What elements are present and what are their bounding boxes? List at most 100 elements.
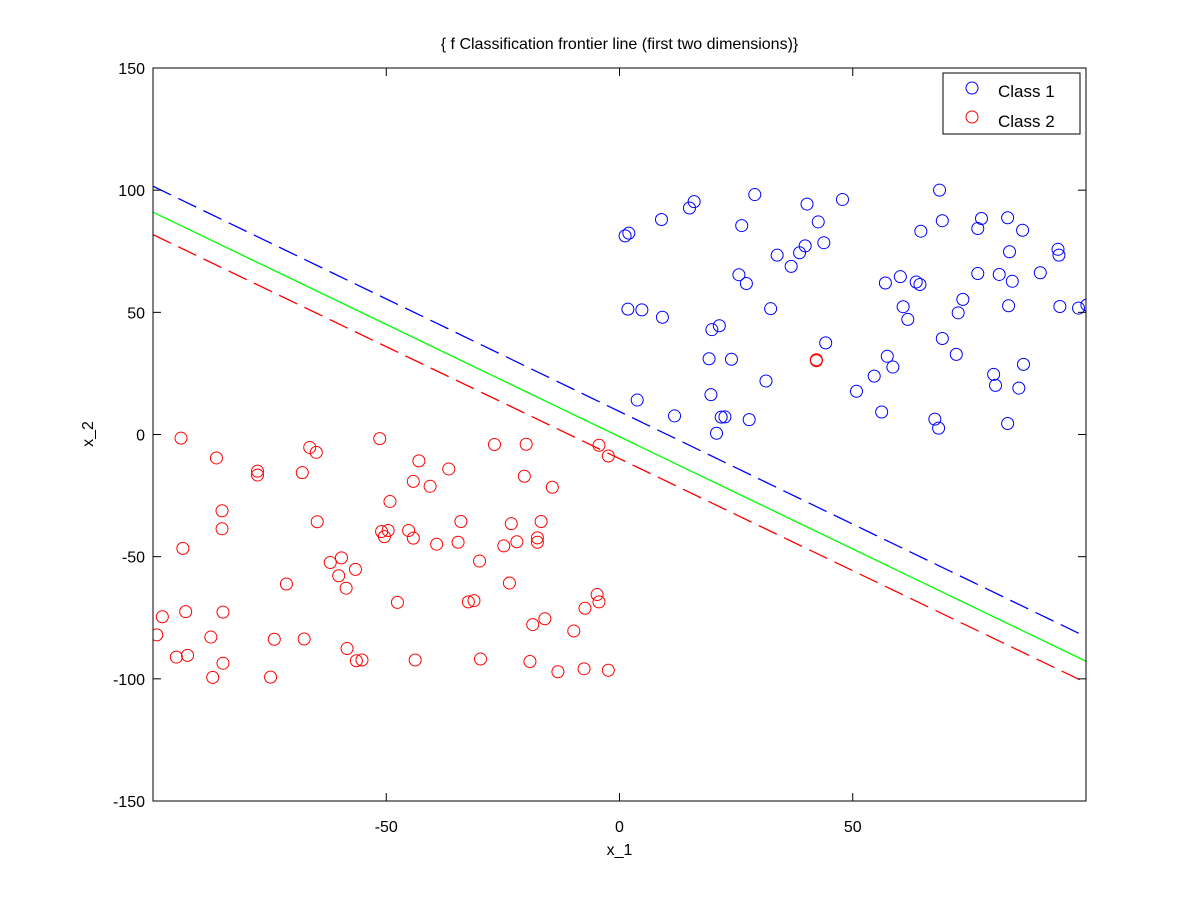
point-class-2 [538, 612, 552, 626]
point-class-2 [377, 530, 391, 544]
point-class-1 [987, 367, 1001, 381]
point-class-1 [893, 270, 907, 284]
point-class-2 [454, 514, 468, 528]
legend-marker-class-1 [965, 81, 979, 95]
y-tick-label: -100 [113, 672, 145, 689]
point-class-1 [654, 212, 668, 226]
point-class-2 [412, 454, 426, 468]
point-class-2 [497, 539, 511, 553]
point-class-1 [914, 224, 928, 238]
point-class-1 [739, 277, 753, 290]
point-class-1 [668, 409, 682, 423]
point-class-1 [971, 222, 985, 236]
point-class-2 [339, 581, 353, 595]
point-class-2 [169, 650, 183, 664]
point-class-2 [442, 462, 456, 476]
y-axis-label: x_2 [80, 421, 97, 447]
point-class-1 [748, 188, 762, 202]
point-class-1 [835, 192, 849, 206]
point-class-1 [1002, 245, 1016, 259]
point-class-1 [817, 236, 831, 250]
y-tick-label: 50 [127, 305, 145, 322]
point-class-2 [279, 577, 293, 591]
point-class-1 [714, 410, 728, 424]
point-class-1 [655, 310, 669, 324]
legend-label-class-2: Class 2 [998, 112, 1055, 131]
point-class-2 [402, 524, 416, 538]
point-class-2 [530, 535, 544, 549]
point-class-2 [334, 551, 348, 565]
point-class-2 [267, 632, 281, 646]
point-class-1 [704, 388, 718, 402]
point-class-1 [759, 374, 773, 388]
point-class-2 [502, 576, 516, 590]
point-class-2 [406, 474, 420, 488]
x-axis-label: x_1 [607, 842, 633, 859]
point-class-2 [155, 610, 169, 624]
point-class-1 [1012, 381, 1026, 395]
point-class-1 [1016, 223, 1030, 237]
point-class-1 [971, 266, 985, 280]
point-class-1 [886, 360, 900, 374]
point-class-2 [181, 648, 195, 662]
point-class-2 [530, 531, 544, 545]
chart-title: { f Classification frontier line (first … [441, 36, 799, 53]
point-class-2 [310, 515, 324, 529]
point-class-2 [567, 624, 581, 638]
x-tick-label: 0 [615, 819, 624, 836]
point-class-2 [451, 535, 465, 549]
x-tick-label: -50 [375, 819, 398, 836]
legend-label-class-1: Class 1 [998, 82, 1055, 101]
point-class-1 [951, 306, 965, 320]
frontier-line-margin-3 [153, 185, 1086, 638]
point-class-1 [1001, 211, 1015, 225]
legend-marker-class-2 [965, 110, 979, 124]
point-class-1 [1016, 357, 1030, 371]
point-class-2 [251, 464, 264, 478]
point-class-1 [798, 239, 812, 253]
point-class-1 [933, 183, 947, 197]
point-class-2 [349, 654, 363, 668]
point-class-2 [303, 440, 317, 454]
point-class-2 [204, 630, 218, 644]
point-class-2 [297, 632, 311, 646]
point-class-1 [949, 347, 963, 361]
point-class-1 [849, 384, 863, 398]
point-class-2 [534, 514, 548, 528]
point-class-2 [578, 601, 592, 615]
plot-area [153, 68, 1086, 801]
point-class-2 [309, 445, 323, 459]
point-class-1 [724, 352, 738, 366]
point-class-2 [487, 438, 501, 452]
point-class-2 [340, 642, 354, 656]
point-class-2 [348, 562, 362, 576]
legend: Class 1 Class 2 [942, 72, 1081, 135]
point-class-1 [1002, 299, 1016, 313]
point-class-2 [209, 451, 223, 465]
y-tick-label: 100 [118, 183, 145, 200]
point-class-2 [373, 432, 387, 446]
point-class-1 [878, 276, 892, 290]
point-class-1 [932, 421, 946, 435]
point-class-2 [355, 653, 369, 667]
point-class-2 [523, 654, 537, 668]
point-class-2 [517, 469, 531, 483]
point-class-1 [896, 300, 910, 314]
point-class-1 [909, 275, 923, 289]
point-class-1 [735, 219, 749, 233]
point-class-1 [622, 226, 636, 240]
point-class-2 [153, 628, 164, 642]
point-class-1 [1033, 266, 1047, 280]
point-class-1 [630, 393, 644, 407]
point-class-2 [592, 595, 606, 609]
point-class-2 [601, 449, 615, 463]
point-class-1 [764, 302, 778, 316]
point-class-2 [592, 438, 606, 452]
point-class-2 [174, 431, 188, 445]
point-class-2 [473, 554, 487, 568]
point-class-2 [251, 468, 264, 482]
frontier-lines [153, 185, 1086, 684]
point-class-2 [504, 517, 518, 531]
y-tick-label: -150 [113, 794, 145, 811]
